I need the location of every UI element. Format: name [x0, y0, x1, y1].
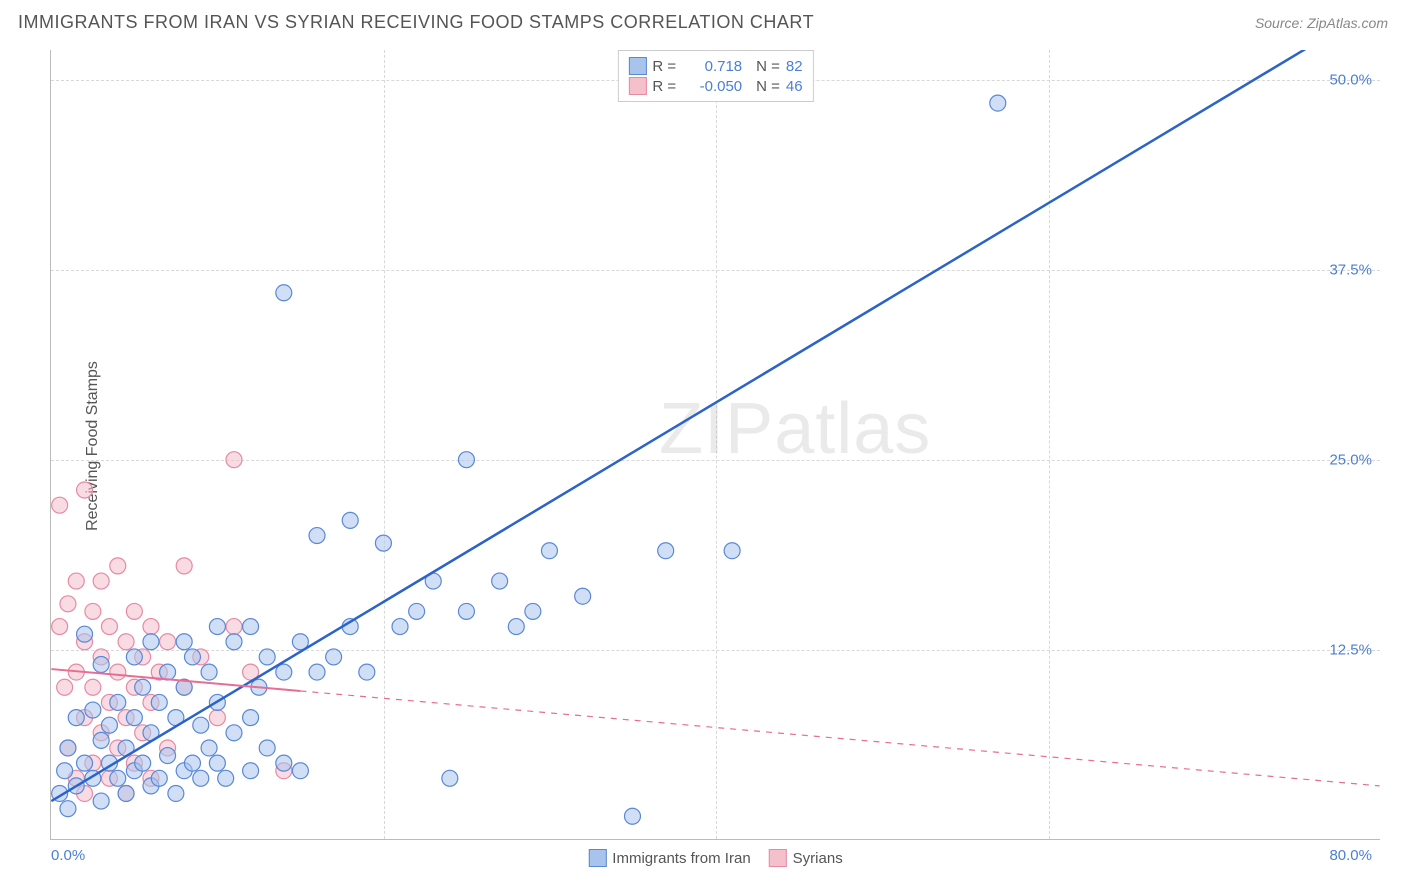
swatch-syrians — [628, 77, 646, 95]
r-label: R = — [652, 58, 676, 75]
n-value-iran: 82 — [786, 58, 803, 75]
legend-item-iran: Immigrants from Iran — [588, 849, 750, 867]
r-label: R = — [652, 78, 676, 95]
chart-title: IMMIGRANTS FROM IRAN VS SYRIAN RECEIVING… — [18, 12, 814, 33]
source-attribution: Source: ZipAtlas.com — [1255, 15, 1388, 31]
swatch-iran — [588, 849, 606, 867]
swatch-syrians — [769, 849, 787, 867]
n-label: N = — [756, 58, 780, 75]
legend-row-syrians: R = -0.050 N = 46 — [628, 77, 802, 95]
legend-row-iran: R = 0.718 N = 82 — [628, 57, 802, 75]
series-name-syrians: Syrians — [793, 850, 843, 867]
header: IMMIGRANTS FROM IRAN VS SYRIAN RECEIVING… — [18, 12, 1388, 33]
plot-area: ZIPatlas R = 0.718 N = 82 R = -0.050 N =… — [50, 50, 1380, 840]
swatch-iran — [628, 57, 646, 75]
n-value-syrians: 46 — [786, 78, 803, 95]
legend-item-syrians: Syrians — [769, 849, 843, 867]
r-value-syrians: -0.050 — [682, 78, 742, 95]
xtick-label-right: 80.0% — [1329, 847, 1372, 864]
series-legend: Immigrants from Iran Syrians — [588, 849, 842, 867]
correlation-legend: R = 0.718 N = 82 R = -0.050 N = 46 — [617, 50, 813, 102]
chart-svg — [51, 50, 1380, 839]
r-value-iran: 0.718 — [682, 58, 742, 75]
series-name-iran: Immigrants from Iran — [612, 850, 750, 867]
n-label: N = — [756, 78, 780, 95]
xtick-label-left: 0.0% — [51, 847, 85, 864]
